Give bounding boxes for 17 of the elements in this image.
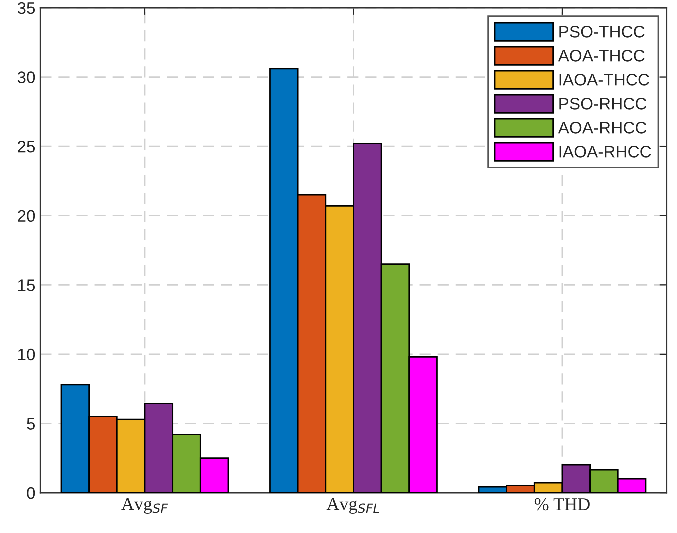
y-tick-label: 10 bbox=[18, 348, 36, 361]
legend-label: IAOA-RHCC bbox=[560, 146, 652, 158]
y-tick-label: 20 bbox=[18, 210, 36, 222]
legend-label: PSO-THCC bbox=[560, 26, 645, 38]
legend-label: IAOA-THCC bbox=[560, 74, 650, 86]
y-tick-label: 30 bbox=[18, 72, 36, 84]
y-tick-label: 15 bbox=[18, 280, 36, 292]
x-tick-label: Avg$_{SF}$ bbox=[122, 498, 168, 514]
legend-label: PSO-RHCC bbox=[560, 98, 647, 110]
y-tick-label: 5 bbox=[27, 418, 36, 430]
x-tick-label: % THD bbox=[534, 498, 590, 511]
x-tick-label: Avg$_{SFL}$ bbox=[326, 498, 380, 514]
y-tick-label: 35 bbox=[18, 2, 36, 14]
legend-label: AOA-RHCC bbox=[558, 122, 647, 134]
y-tick-label: 25 bbox=[18, 140, 36, 153]
legend-label: AOA-THCC bbox=[558, 50, 645, 62]
y-tick-label: 0 bbox=[27, 487, 36, 500]
